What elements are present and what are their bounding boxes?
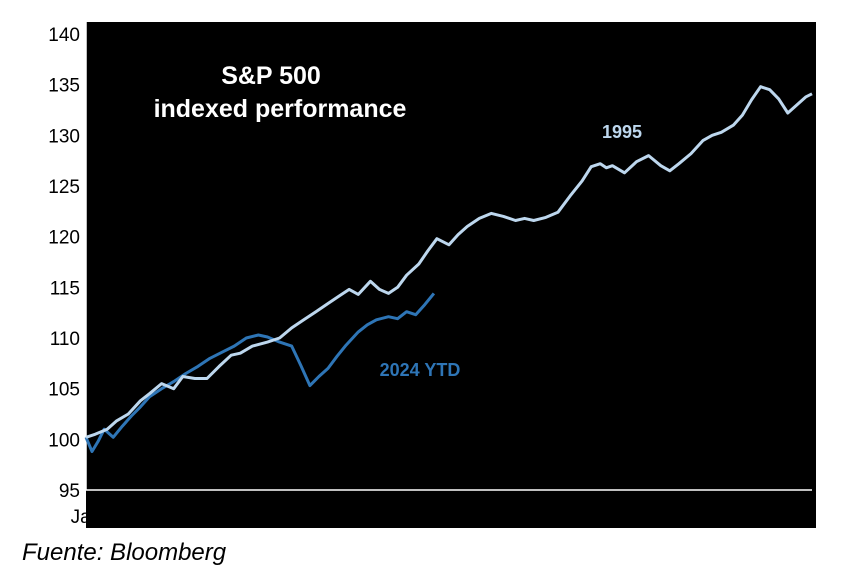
y-tick-label: 110 <box>50 329 80 350</box>
x-tick-label: Nov <box>673 507 707 528</box>
x-tick-label: Sep <box>553 507 587 528</box>
series-label-2024-ytd: 2024 YTD <box>380 360 461 380</box>
y-tick-label: 135 <box>48 76 80 97</box>
x-tick-label: Jan <box>71 507 102 528</box>
series-label-1995: 1995 <box>602 122 642 142</box>
chart-title-line-2: indexed performance <box>154 95 407 123</box>
y-tick-label: 100 <box>48 430 80 451</box>
x-tick-label: May <box>307 507 343 528</box>
x-tick-label: Feb <box>131 507 164 528</box>
y-tick-label: 95 <box>59 481 80 502</box>
x-tick-label: Apr <box>251 507 281 528</box>
x-tick-label: Aug <box>490 507 524 528</box>
x-tick-label: Jun <box>371 507 402 528</box>
series-line-1995 <box>85 85 813 439</box>
y-tick-label: 120 <box>48 228 80 249</box>
x-axis-ticks: Jan Feb Mar Apr May Jun Jul Aug Sep Oct Nov Dec <box>71 507 767 528</box>
plot-background <box>86 22 816 528</box>
chart-title-line-1: S&P 500 <box>221 62 321 90</box>
series-line-2024-ytd <box>84 292 436 453</box>
y-tick-label: 115 <box>50 278 80 299</box>
y-tick-label: 125 <box>48 177 80 198</box>
x-tick-label: Dec <box>733 507 767 528</box>
y-tick-label: 105 <box>48 380 80 401</box>
source-note: Fuente: Bloomberg <box>22 539 227 566</box>
series-lines <box>84 85 813 453</box>
y-tick-label: 130 <box>48 126 80 147</box>
x-tick-label: Oct <box>614 507 644 528</box>
x-tick-label: Jul <box>434 507 458 528</box>
y-tick-label: 140 <box>48 25 80 46</box>
y-axis-ticks: 95 100 105 110 115 120 125 130 135 140 <box>48 25 80 502</box>
line-chart: 95 100 105 110 115 120 125 130 135 140 Jan Feb Mar A… <box>48 22 816 528</box>
x-tick-label: Mar <box>188 507 221 528</box>
